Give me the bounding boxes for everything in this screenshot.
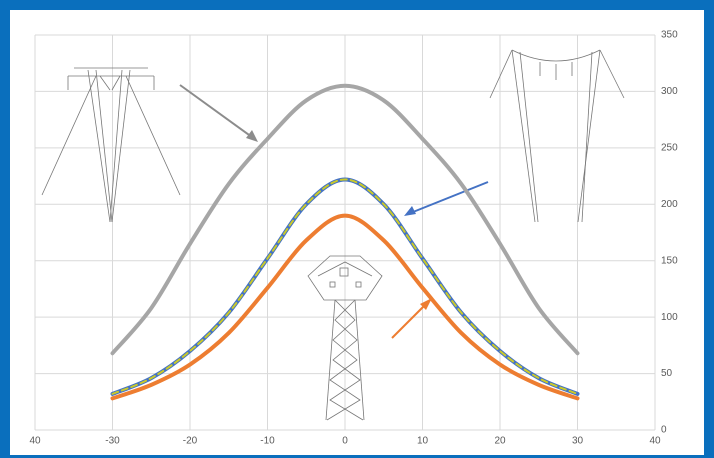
y-tick-label: 200 xyxy=(661,199,678,210)
x-tick-label: 0 xyxy=(342,436,348,447)
x-tick-label: 30 xyxy=(572,436,584,447)
y-tick-label: 0 xyxy=(661,425,667,436)
x-tick-label: -30 xyxy=(105,436,120,447)
y-tick-label: 50 xyxy=(661,368,673,379)
chart-area xyxy=(10,10,704,455)
x-tick-label: -10 xyxy=(260,436,275,447)
x-tick-label: 40 xyxy=(649,436,661,447)
y-tick-label: 150 xyxy=(661,255,678,266)
x-tick-label: 40 xyxy=(29,436,41,447)
y-tick-label: 100 xyxy=(661,312,678,323)
page: {"chart_data": {"type": "line", "x": [-3… xyxy=(0,0,714,458)
y-tick-label: 250 xyxy=(661,142,678,153)
y-tick-label: 350 xyxy=(661,30,678,41)
x-tick-label: -20 xyxy=(183,436,198,447)
chart: 40-30-20-1001020304005010015020025030035… xyxy=(0,0,714,458)
y-tick-label: 300 xyxy=(661,86,678,97)
x-tick-label: 20 xyxy=(494,436,506,447)
x-tick-label: 10 xyxy=(417,436,429,447)
